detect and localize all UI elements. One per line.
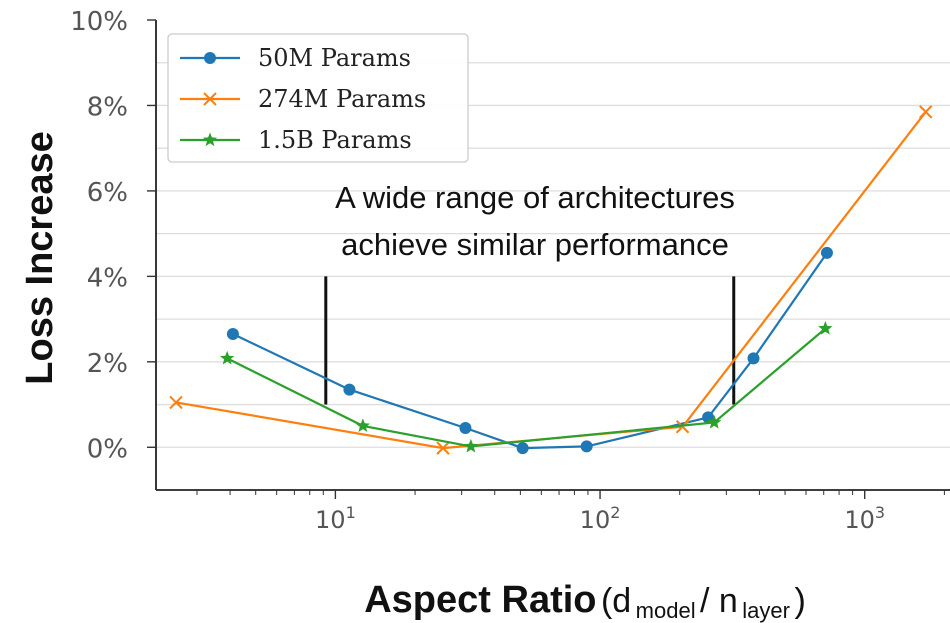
- data-point: [919, 105, 933, 119]
- data-point: [355, 418, 370, 432]
- x-axis-label: Aspect Ratio (d model / n layer ): [364, 579, 806, 623]
- y-tick-label: 2%: [87, 349, 128, 379]
- annotation: A wide range of architectures achieve si…: [335, 180, 735, 262]
- x-tick-label: 102: [580, 503, 621, 534]
- x-tick-label: 101: [315, 503, 356, 534]
- data-point: [747, 352, 760, 365]
- range-markers: [324, 276, 736, 405]
- x-axis-label-mid: / n: [700, 582, 738, 620]
- series-line: [226, 327, 827, 448]
- annotation-line-1: A wide range of architectures: [335, 180, 735, 215]
- annotation-line-2: achieve similar performance: [341, 227, 729, 262]
- y-tick-label: 8%: [87, 92, 128, 122]
- legend-label: 1.5B Params: [258, 126, 412, 154]
- x-axis-label-main: Aspect Ratio: [364, 579, 596, 621]
- y-tick-labels: 0% 2% 4% 6% 8% 10%: [70, 7, 156, 464]
- data-point: [203, 92, 217, 106]
- x-axis-label-sub1: model: [636, 598, 696, 623]
- y-tick-label: 4%: [87, 263, 128, 293]
- y-tick-label: 6%: [87, 178, 128, 208]
- data-point: [204, 52, 216, 64]
- data-point: [818, 321, 833, 335]
- y-tick-label: 0%: [87, 434, 128, 464]
- series: [220, 321, 833, 453]
- legend-label: 274M Params: [258, 85, 426, 113]
- legend: 50M Params 274M Params 1.5B Params: [167, 33, 469, 163]
- y-tick-label: 10%: [70, 7, 128, 37]
- data-point: [820, 246, 833, 259]
- x-axis-label-sub2: layer: [742, 598, 790, 623]
- data-point: [707, 415, 722, 429]
- grid-lines: [156, 62, 950, 448]
- data-point: [226, 328, 239, 341]
- series-layer: [169, 105, 933, 455]
- x-tick-label: 103: [844, 503, 885, 534]
- data-point: [220, 350, 235, 365]
- data-point: [459, 422, 472, 435]
- data-point: [202, 132, 218, 147]
- legend-frame: [167, 33, 469, 163]
- data-point: [675, 420, 690, 434]
- legend-label: 50M Params: [258, 44, 411, 72]
- axes: [155, 20, 950, 499]
- data-point: [580, 440, 593, 453]
- y-axis-label: Loss Increase: [19, 131, 61, 384]
- x-axis-label-close: ): [794, 582, 805, 620]
- x-tick-labels: 101 102 103: [315, 503, 885, 534]
- data-point: [169, 395, 183, 410]
- data-point: [463, 438, 478, 453]
- data-point: [516, 442, 529, 455]
- data-point: [343, 383, 356, 396]
- data-point: [436, 441, 450, 455]
- x-axis-label-open: (d: [601, 582, 631, 620]
- series-line: [232, 252, 828, 450]
